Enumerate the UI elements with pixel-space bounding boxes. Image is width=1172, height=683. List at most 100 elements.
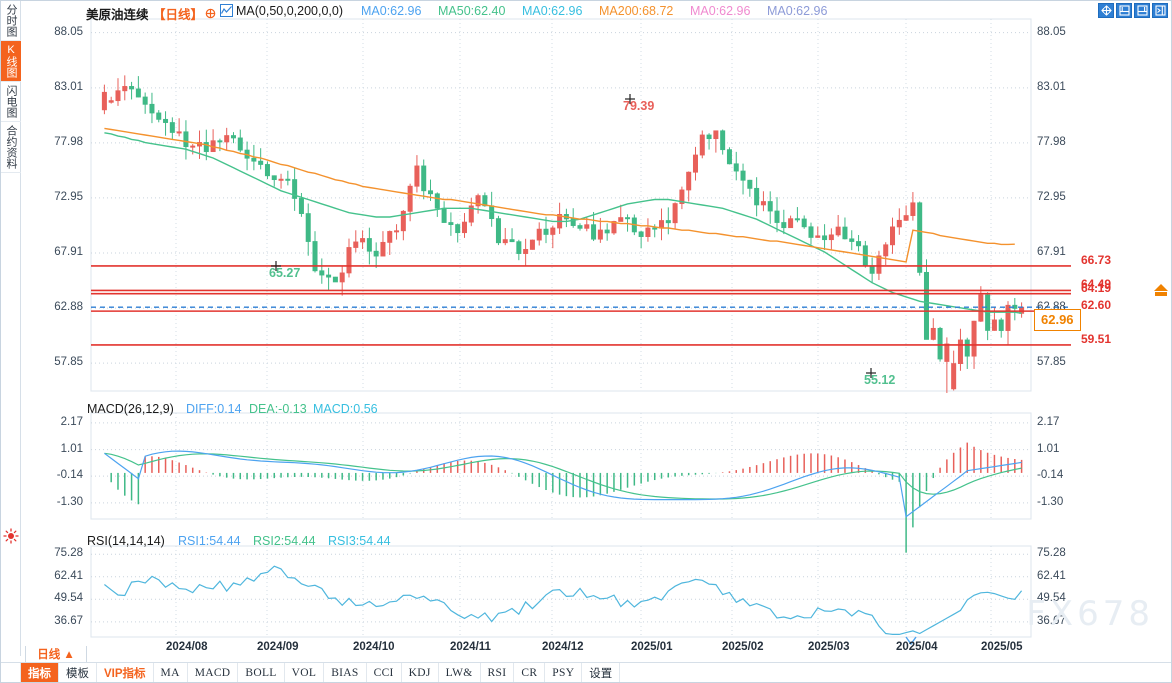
btn-indicator[interactable]: 指标 <box>21 663 59 682</box>
price-tick-left-4: 67.91 <box>54 246 83 259</box>
rsi-title: RSI(14,14,14) <box>87 534 165 548</box>
price-tick-left-5: 62.88 <box>54 301 83 314</box>
macd-tick-right-3: -1.30 <box>1037 495 1064 508</box>
chart-candle-icon[interactable] <box>220 4 233 22</box>
date-tick-8: 2025/04 <box>896 641 938 653</box>
ma-value-0: MA0:62.96 <box>361 4 422 18</box>
date-tick-5: 2025/01 <box>631 641 673 653</box>
period-tab-row: 日线 ▲ <box>1 646 1171 664</box>
btn-kdj[interactable]: KDJ <box>402 663 439 682</box>
toolbar-items: 指标 模板 VIP指标 MA MACD BOLL VOL BIAS CCI KDJ LW& RSI CR… <box>21 663 1171 682</box>
brightness-icon[interactable] <box>3 528 19 544</box>
period-tab-daily[interactable]: 日线 ▲ <box>25 646 87 663</box>
rsi2-value: RSI2:54.44 <box>253 534 316 548</box>
macd-value: MACD:0.56 <box>313 402 378 416</box>
price-tick-left-1: 83.01 <box>54 80 83 93</box>
split-left-icon[interactable] <box>1116 3 1132 18</box>
toolbar-filler <box>620 663 1171 682</box>
btn-cci[interactable]: CCI <box>367 663 402 682</box>
price-tick-right-0: 88.05 <box>1037 25 1066 38</box>
date-tick-9: 2025/05 <box>981 641 1023 653</box>
date-tick-1: 2024/09 <box>257 641 299 653</box>
price-tick-right-6: 57.85 <box>1037 356 1066 369</box>
price-level-label-2: 64.19 <box>1081 280 1112 295</box>
macd-tick-right-0: 2.17 <box>1037 415 1060 428</box>
btn-lwr[interactable]: LW& <box>439 663 481 682</box>
btn-bias[interactable]: BIAS <box>324 663 367 682</box>
bottom-toolbar: 指标 模板 VIP指标 MA MACD BOLL VOL BIAS CCI KDJ LW& RSI CR… <box>1 662 1171 682</box>
ma-value-5: MA0:62.96 <box>767 4 828 18</box>
rsi-tick-right-3: 36.67 <box>1037 614 1066 627</box>
current-price-box: 62.96 <box>1034 309 1081 332</box>
toolbar-spacer <box>1 663 21 682</box>
btn-psy[interactable]: PSY <box>545 663 583 682</box>
date-tick-7: 2025/03 <box>808 641 850 653</box>
ma-value-1: MA50:62.40 <box>438 4 506 18</box>
sidebar-item-contract-info[interactable]: 合约资料 <box>1 122 21 173</box>
macd-tick-right-2: -0.14 <box>1037 469 1064 482</box>
price-tick-left-6: 57.85 <box>54 356 83 369</box>
btn-template[interactable]: 模板 <box>59 663 97 682</box>
price-level-label-0: 66.73 <box>1081 252 1112 267</box>
ma-formula: MA(0,50,0,200,0,0) <box>236 4 344 18</box>
macd-tick-left-2: -0.14 <box>56 469 83 482</box>
annotation-1: 65.27 <box>269 266 301 280</box>
rsi-tick-right-0: 75.28 <box>1037 547 1066 560</box>
chart-canvas-area[interactable]: 美原油连续 【日线】 MA(0,50,0,200,0,0) MA0:62.96 M… <box>21 1 1171 656</box>
rsi-tick-right-1: 62.41 <box>1037 569 1066 582</box>
price-tick-right-4: 67.91 <box>1037 246 1066 259</box>
sidebar-item-lightning[interactable]: 闪电图 <box>1 82 21 122</box>
macd-tick-left-0: 2.17 <box>60 415 83 428</box>
annotation-0: 79.39 <box>623 99 655 113</box>
macd-title: MACD(26,12,9) <box>87 402 174 416</box>
split-right-icon[interactable] <box>1134 3 1150 18</box>
rsi1-value: RSI1:54.44 <box>178 534 241 548</box>
price-tick-left-0: 88.05 <box>54 25 83 38</box>
btn-ma[interactable]: MA <box>154 663 188 682</box>
btn-macd[interactable]: MACD <box>188 663 239 682</box>
date-tick-0: 2024/08 <box>166 641 208 653</box>
btn-boll[interactable]: BOLL <box>238 663 285 682</box>
price-level-label-1: 64.49 <box>1081 277 1112 292</box>
sidebar-item-kline[interactable]: K线图 <box>1 41 21 82</box>
sidebar-item-timeshare[interactable]: 分时图 <box>1 1 21 41</box>
ma-value-2: MA0:62.96 <box>522 4 583 18</box>
fx678-watermark: FX678 <box>1026 594 1154 634</box>
date-tick-3: 2024/11 <box>450 641 491 653</box>
date-tick-6: 2025/02 <box>722 641 764 653</box>
chart-tool-buttons <box>1098 3 1168 18</box>
rsi-tick-left-3: 36.67 <box>54 614 83 627</box>
rsi-tick-right-2: 49.54 <box>1037 592 1066 605</box>
btn-cr[interactable]: CR <box>514 663 546 682</box>
rsi-tick-left-2: 49.54 <box>54 592 83 605</box>
chart-svg <box>90 18 1168 646</box>
rsi-tick-left-0: 75.28 <box>54 547 83 560</box>
price-level-label-4: 59.51 <box>1081 331 1112 346</box>
price-level-label-3: 62.60 <box>1081 298 1112 313</box>
price-tick-right-2: 77.98 <box>1037 135 1066 148</box>
price-tick-right-1: 83.01 <box>1037 80 1066 93</box>
expand-right-icon[interactable] <box>1152 3 1168 18</box>
period-badge: 【日线】 <box>153 8 204 22</box>
annotation-2: 55.12 <box>864 373 896 387</box>
date-tick-2: 2024/10 <box>353 641 395 653</box>
btn-vol[interactable]: VOL <box>285 663 325 682</box>
ma-value-3: MA200:68.72 <box>599 4 674 18</box>
price-tick-left-3: 72.95 <box>54 190 83 203</box>
macd-diff: DIFF:0.14 <box>186 402 242 416</box>
price-tick-left-2: 77.98 <box>54 135 83 148</box>
symbol-title: 美原油连续 <box>86 8 149 22</box>
left-tab-rail: 分时图 K线图 闪电图 合约资料 <box>1 1 21 656</box>
fit-chart-icon[interactable] <box>1098 3 1114 18</box>
btn-settings[interactable]: 设置 <box>582 663 621 682</box>
macd-tick-left-3: -1.30 <box>56 495 83 508</box>
macd-tick-left-1: 1.01 <box>60 442 83 455</box>
btn-rsi[interactable]: RSI <box>481 663 515 682</box>
price-tick-right-3: 72.95 <box>1037 190 1066 203</box>
crosshair-icon[interactable] <box>205 6 216 24</box>
date-tick-4: 2024/12 <box>542 641 584 653</box>
btn-vip-indicator[interactable]: VIP指标 <box>97 663 154 682</box>
macd-tick-right-1: 1.01 <box>1037 442 1060 455</box>
rsi-tick-left-1: 62.41 <box>54 569 83 582</box>
